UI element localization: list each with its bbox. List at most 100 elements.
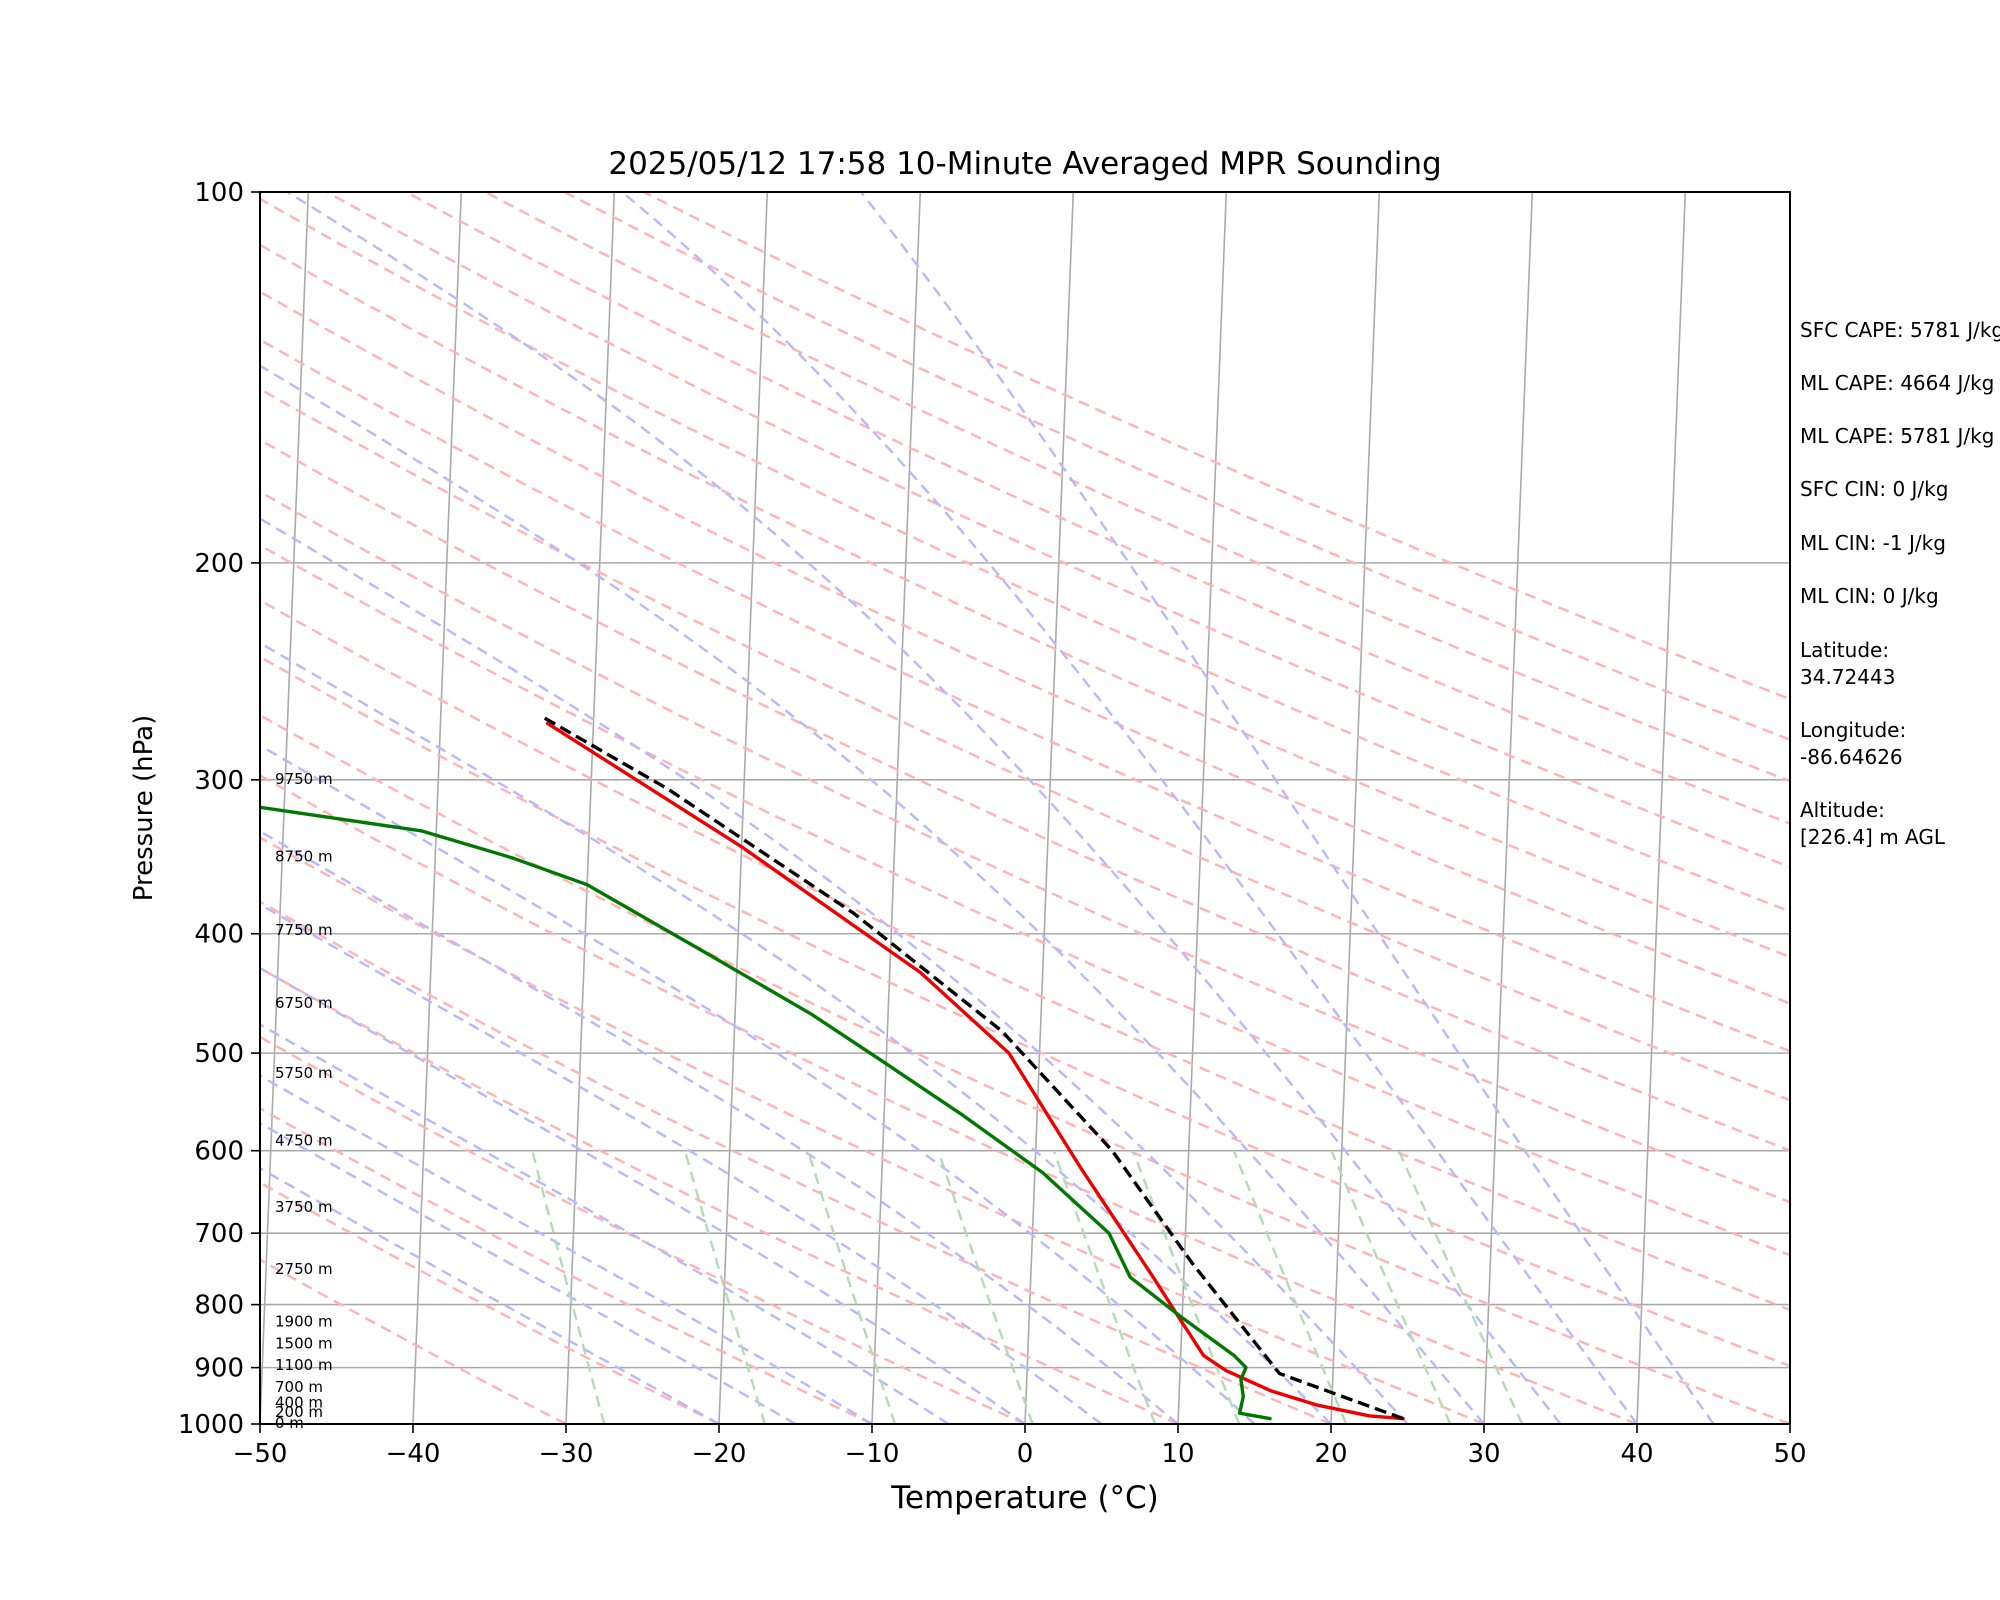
chart-title: 2025/05/12 17:58 10-Minute Averaged MPR … [608,146,1441,182]
sounding-parameter-text: -86.64626 [1800,745,1903,769]
dry-adiabat [260,338,1790,1053]
moist-adiabat [621,192,1638,1424]
sounding-parameter-text: SFC CAPE: 5781 J/kg [1800,318,2000,342]
dry-adiabat [260,1035,1026,1424]
mixing-ratio-line [1330,1150,1452,1424]
x-tick-label: −20 [692,1439,747,1469]
altitude-label: 9750 m [275,770,333,788]
altitude-label: 700 m [275,1378,323,1396]
y-tick-label: 600 [194,1137,244,1167]
sounding-parameter-text: [226.4] m AGL [1800,825,1946,849]
altitude-label: 1500 m [275,1335,333,1353]
y-tick-label: 100 [194,178,244,208]
temperature-trace [545,721,1405,1421]
y-axis-label: Pressure (hPa) [129,715,159,902]
x-tick-label: 20 [1314,1439,1347,1469]
y-tick-label: 900 [194,1354,244,1384]
altitude-label: 1900 m [275,1312,333,1330]
sounding-parameter-text: ML CAPE: 5781 J/kg [1800,424,1994,448]
altitude-label: 3750 m [275,1198,333,1216]
dry-adiabat [260,900,1332,1424]
isotherm-line [0,192,2,1424]
moist-adiabat [260,1023,950,1424]
moist-adiabat [260,903,1103,1424]
altitude-label: 400 m [275,1393,323,1411]
mixing-ratio-line [1397,1150,1524,1424]
dry-adiabat [260,774,1638,1424]
moist-adiabat [260,641,1332,1424]
y-tick-label: 500 [194,1039,244,1069]
altitude-label: 6750 m [275,994,333,1012]
altitude-label: 8750 m [275,848,333,866]
mixing-ratio-line [683,1150,767,1424]
isotherm-line [565,192,616,1424]
sounding-parameter-text: SFC CIN: 0 J/kg [1800,477,1948,501]
mixing-ratio-line [1052,1150,1157,1424]
dry-adiabat [260,197,1790,913]
isotherm-line [718,192,769,1424]
altitude-label: 0 m [275,1414,304,1432]
dry-adiabat [260,438,1790,1152]
y-axis-ticks: 100 200 300 400 500 600 700 800 900 1000 [178,178,260,1440]
moist-adiabat [260,1074,873,1424]
dry-adiabat [260,290,1790,1005]
moist-adiabat [260,829,1179,1424]
y-tick-label: 200 [194,549,244,579]
sounding-parameter-text: Altitude: [1800,798,1885,822]
x-axis-label: Temperature (°C) [890,1480,1159,1516]
plot-frame [259,191,1791,1425]
moist-adiabat [260,966,1026,1424]
dry-adiabat [260,243,1790,959]
x-tick-label: −10 [845,1439,900,1469]
x-tick-label: 10 [1161,1439,1194,1469]
isotherm-line [1177,192,1228,1424]
y-tick-label: 1000 [178,1410,244,1440]
mixing-ratio-line [937,1150,1034,1424]
isotherm-line [260,192,310,1424]
x-tick-label: 0 [1017,1439,1034,1469]
moist-adiabat [260,744,1256,1424]
y-tick-label: 700 [194,1219,244,1249]
dry-adiabat [260,836,1485,1424]
mixing-ratio-line [1232,1150,1348,1424]
isotherm-line [1636,192,1687,1424]
moist-adiabat [860,192,1715,1424]
dry-adiabat [643,192,1790,701]
altitude-label: 200 m [275,1403,323,1421]
sounding-parameters: SFC CAPE: 5781 J/kg ML CAPE: 4664 J/kg ML … [1800,318,2000,849]
parcel-trace [539,714,1404,1421]
x-tick-label: −50 [233,1439,288,1469]
sounding-parameter-text: ML CIN: -1 J/kg [1800,531,1946,555]
altitude-label: 1100 m [275,1356,333,1374]
sounding-parameter-text: ML CIN: 0 J/kg [1800,584,1939,608]
dry-adiabat [260,598,1790,1312]
dry-adiabat [260,543,1790,1257]
isotherm-line [871,192,922,1424]
dewpoint-trace [260,805,1272,1421]
x-axis-ticks: −50 −40 −30 −20 −10 0 10 20 30 40 50 [233,1424,1807,1469]
sounding-parameter-text: Longitude: [1800,718,1906,742]
mixing-ratio-line [806,1150,897,1424]
x-tick-label: 40 [1620,1439,1653,1469]
sounding-parameter-text: Latitude: [1800,638,1889,662]
altitude-label: 5750 m [275,1064,333,1082]
moist-adiabat [260,517,1409,1424]
altitude-label: 7750 m [275,921,333,939]
dry-adiabat [405,192,1790,825]
isotherm-line [1483,192,1534,1424]
dry-adiabat [484,192,1790,783]
sounding-parameter-text: ML CAPE: 4664 J/kg [1800,371,1994,395]
y-tick-label: 300 [194,766,244,796]
mixing-ratio-line [531,1150,606,1424]
background-lines [0,192,1790,1424]
dry-adiabat [260,1107,873,1424]
x-tick-label: −40 [386,1439,441,1469]
isotherm-line [1330,192,1381,1424]
moist-adiabat [286,192,1562,1424]
y-tick-label: 400 [194,920,244,950]
dewpoint-upper-trace [0,716,242,734]
isotherm-line [1024,192,1075,1424]
sounding-traces [0,714,1405,1421]
